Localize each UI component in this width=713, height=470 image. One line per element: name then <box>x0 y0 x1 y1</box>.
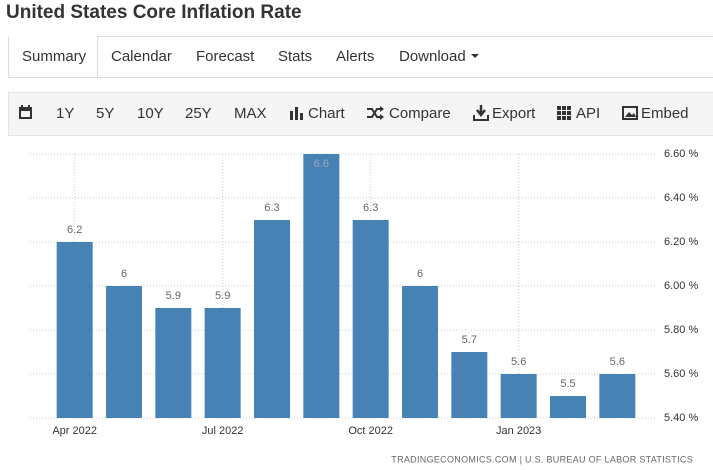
bar <box>550 396 586 418</box>
y-tick-label: 6.00 % <box>664 280 698 292</box>
caret <box>471 54 479 58</box>
toolbar-button[interactable]: API <box>576 105 601 122</box>
bar <box>451 352 488 418</box>
toolbar-button[interactable]: Export <box>492 105 536 122</box>
bar <box>500 374 537 418</box>
bar <box>599 374 636 418</box>
tab[interactable]: Stats <box>278 48 313 65</box>
value-label: 6.6 <box>314 158 329 170</box>
compare-icon <box>367 106 384 120</box>
x-tick-label: Jul 2022 <box>202 425 244 437</box>
value-label: 5.7 <box>462 334 477 346</box>
toolbar-button[interactable]: Chart <box>308 105 345 122</box>
tab[interactable]: Calendar <box>111 48 172 65</box>
y-tick-label: 5.80 % <box>664 324 698 336</box>
range-button[interactable]: 25Y <box>185 105 212 122</box>
value-label: 6.2 <box>67 224 82 236</box>
tab[interactable]: Download <box>399 48 466 65</box>
api-icon <box>557 106 571 120</box>
bar <box>254 220 290 418</box>
value-label: 6.3 <box>363 202 378 214</box>
toolbar <box>8 92 713 136</box>
value-label: 5.9 <box>215 290 230 302</box>
value-label: 5.5 <box>560 378 575 390</box>
export-icon <box>473 105 489 121</box>
toolbar-button[interactable]: Compare <box>389 105 451 122</box>
bar <box>106 286 142 418</box>
chart-icon <box>290 107 303 120</box>
embed-icon <box>622 106 638 120</box>
bar <box>56 242 93 418</box>
bar <box>402 286 438 418</box>
toolbar-button[interactable]: Embed <box>641 105 689 122</box>
range-button[interactable]: MAX <box>234 105 267 122</box>
y-tick-label: 5.40 % <box>664 412 698 424</box>
value-label: 6 <box>417 268 423 280</box>
x-tick-label: Oct 2022 <box>348 425 393 437</box>
page-title: United States Core Inflation Rate <box>6 2 302 23</box>
bar <box>155 308 192 418</box>
bar <box>303 154 340 418</box>
y-tick-label: 6.40 % <box>664 192 698 204</box>
value-label: 5.6 <box>511 356 526 368</box>
range-button[interactable]: 5Y <box>96 105 115 122</box>
tab[interactable]: Forecast <box>196 48 255 65</box>
value-label: 5.9 <box>166 290 181 302</box>
value-label: 6 <box>121 268 127 280</box>
value-label: 6.3 <box>264 202 279 214</box>
active-tab <box>8 36 98 77</box>
chart: TRADINGECONOMICS.COM | U.S. BUREAU OF LA… <box>30 148 698 464</box>
value-label: 5.6 <box>610 356 625 368</box>
tab-bar <box>8 36 713 78</box>
range-button[interactable]: 1Y <box>56 105 75 122</box>
bar <box>204 308 241 418</box>
range-button[interactable]: 10Y <box>137 105 164 122</box>
x-tick-label: Apr 2022 <box>52 425 97 437</box>
source: TRADINGECONOMICS.COM | U.S. BUREAU OF LA… <box>391 454 693 464</box>
y-tick-label: 5.60 % <box>664 368 698 380</box>
y-tick-label: 6.60 % <box>664 148 698 160</box>
tab[interactable]: Alerts <box>336 48 375 65</box>
bar <box>352 220 389 418</box>
tab[interactable]: Summary <box>22 48 87 65</box>
x-tick-label: Jan 2023 <box>496 425 541 437</box>
calendar-icon[interactable] <box>18 105 34 121</box>
y-tick-label: 6.20 % <box>664 236 698 248</box>
